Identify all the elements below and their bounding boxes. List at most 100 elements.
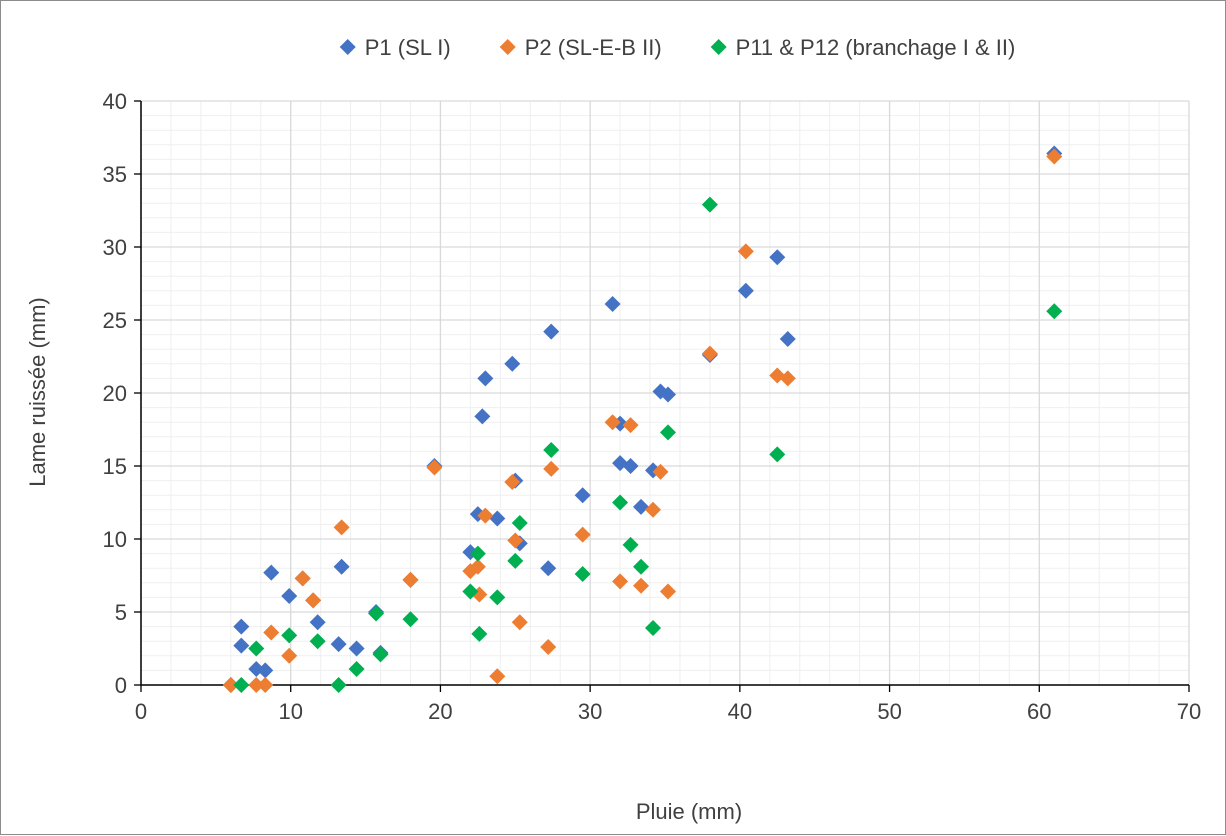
data-point <box>612 494 629 511</box>
data-point <box>540 639 557 656</box>
series-1-points <box>222 145 1063 693</box>
legend-diamond-icon <box>499 39 516 55</box>
data-point <box>659 583 676 600</box>
data-point <box>281 587 298 604</box>
data-point <box>574 526 591 543</box>
y-tick-label: 35 <box>103 162 127 187</box>
data-point <box>462 583 479 600</box>
data-point <box>769 249 786 266</box>
data-point <box>511 514 528 531</box>
data-point <box>372 646 389 663</box>
data-point <box>779 370 796 387</box>
data-point <box>701 196 718 213</box>
y-tick-label: 15 <box>103 454 127 479</box>
data-point <box>330 636 347 653</box>
data-point <box>309 633 326 650</box>
data-point <box>263 564 280 581</box>
data-point <box>281 627 298 644</box>
legend-item-2: P2 (SL-E-B II) <box>499 35 662 60</box>
data-point <box>645 620 662 637</box>
y-tick-label: 40 <box>103 89 127 114</box>
data-point <box>737 282 754 299</box>
data-point <box>248 677 265 693</box>
y-tick-label: 30 <box>103 235 127 260</box>
data-point <box>769 446 786 463</box>
y-tick-label: 0 <box>115 673 127 698</box>
data-point <box>348 660 365 677</box>
data-point <box>233 618 250 635</box>
x-tick-label: 20 <box>428 699 452 724</box>
data-point <box>1046 148 1063 165</box>
legend-item-1: P1 (SL I) <box>339 35 451 60</box>
legend-diamond-icon <box>710 39 727 55</box>
data-point <box>659 386 676 403</box>
legend: P1 (SL I) P2 (SL-E-B II) P11 & P12 (branch… <box>339 35 1016 60</box>
y-tick-label: 25 <box>103 308 127 333</box>
data-point <box>622 417 639 434</box>
data-point <box>233 637 250 654</box>
data-point <box>471 625 488 642</box>
x-tick-label: 60 <box>1027 699 1051 724</box>
y-tick-label: 5 <box>115 600 127 625</box>
data-point <box>574 487 591 504</box>
data-point <box>368 605 385 622</box>
data-point <box>511 614 528 631</box>
x-tick-label: 50 <box>877 699 901 724</box>
y-tick-label: 20 <box>103 381 127 406</box>
legend-label: P1 (SL I) <box>365 35 451 60</box>
data-point <box>622 536 639 553</box>
data-point <box>504 474 521 491</box>
data-point <box>633 498 650 515</box>
data-point <box>222 677 239 693</box>
x-axis-title: Pluie (mm) <box>636 799 742 824</box>
data-point <box>622 458 639 474</box>
data-point <box>489 668 506 685</box>
data-point <box>489 510 506 527</box>
data-point <box>543 460 560 477</box>
data-point <box>652 463 669 480</box>
data-point <box>348 640 365 657</box>
legend-label: P11 & P12 (branchage I & II) <box>736 35 1016 60</box>
data-point <box>330 677 347 693</box>
x-tick-label: 40 <box>728 699 752 724</box>
data-point <box>477 370 494 387</box>
y-tick-label: 10 <box>103 527 127 552</box>
data-point <box>257 677 274 693</box>
x-tick-label: 0 <box>135 699 147 724</box>
data-point <box>281 647 298 664</box>
x-tick-label: 30 <box>578 699 602 724</box>
data-point <box>263 624 280 641</box>
data-point <box>426 459 443 476</box>
data-point <box>248 640 265 657</box>
data-point <box>779 330 796 347</box>
data-point <box>477 507 494 524</box>
data-point <box>469 545 486 562</box>
data-point <box>604 295 621 312</box>
data-points <box>222 145 1063 693</box>
data-point <box>645 501 662 518</box>
data-point <box>469 558 486 575</box>
data-point <box>402 611 419 628</box>
legend-diamond-icon <box>339 39 356 55</box>
data-point <box>633 558 650 575</box>
data-point <box>333 519 350 536</box>
x-axis-ticks: 0 10 20 30 40 50 60 70 <box>135 685 1201 724</box>
data-point <box>294 570 311 587</box>
data-point <box>659 424 676 441</box>
data-point <box>540 560 557 577</box>
x-tick-label: 10 <box>278 699 302 724</box>
y-axis-ticks: 0 5 10 15 20 25 30 35 40 <box>103 89 141 698</box>
data-point <box>309 614 326 631</box>
data-point <box>489 589 506 606</box>
data-point <box>633 577 650 594</box>
data-point <box>507 532 524 549</box>
legend-label: P2 (SL-E-B II) <box>525 35 662 60</box>
data-point <box>507 552 524 569</box>
series-2-points <box>222 148 1063 693</box>
data-point <box>257 662 274 679</box>
legend-item-3: P11 & P12 (branchage I & II) <box>710 35 1016 60</box>
data-point <box>233 677 250 693</box>
data-point <box>305 592 322 609</box>
